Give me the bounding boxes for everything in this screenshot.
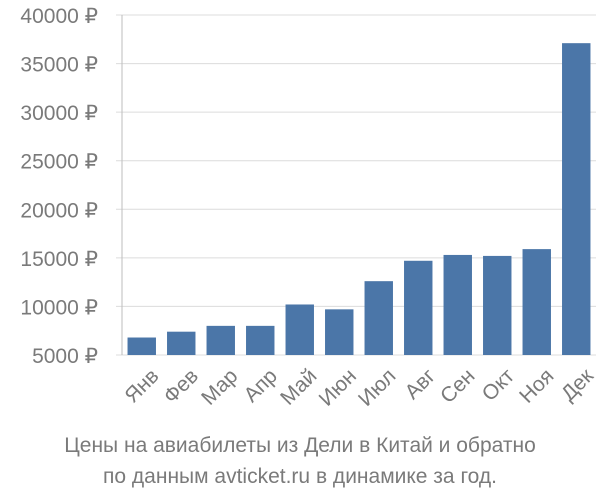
chart-caption-line-2: по данным avticket.ru в динамике за год. <box>103 465 497 488</box>
y-axis-ticks: 5000 ₽ 10000 ₽ 15000 ₽ 20000 ₽ 25000 ₽ 30000 … <box>20 5 98 368</box>
x-tick-label: Окт <box>478 364 520 406</box>
bar <box>285 304 314 355</box>
y-tick-label: 15000 ₽ <box>20 248 98 271</box>
y-tick-label: 25000 ₽ <box>20 151 98 174</box>
x-tick-label: Дек <box>557 364 599 406</box>
bar <box>246 325 275 355</box>
bars <box>127 43 591 356</box>
x-tick-label: Авг <box>400 364 440 404</box>
bar <box>443 254 472 355</box>
bar <box>167 331 196 355</box>
bar <box>404 260 433 355</box>
y-tick-label: 40000 ₽ <box>20 5 98 28</box>
y-tick-label: 20000 ₽ <box>20 199 98 222</box>
x-tick-label: Мар <box>197 364 242 409</box>
x-tick-label: Май <box>276 364 321 409</box>
y-tick-label: 10000 ₽ <box>20 296 98 319</box>
x-tick-label: Сен <box>436 364 479 407</box>
chart-caption-line-1: Цены на авиабилеты из Дели в Китай и обр… <box>64 434 536 457</box>
x-tick-label: Ноя <box>515 364 558 407</box>
y-tick-label: 30000 ₽ <box>20 102 98 125</box>
x-tick-label: Апр <box>240 364 282 406</box>
bar <box>325 309 354 355</box>
price-bar-chart: 5000 ₽ 10000 ₽ 15000 ₽ 20000 ₽ 25000 ₽ 30000 … <box>20 5 598 411</box>
y-tick-label: 35000 ₽ <box>20 54 98 77</box>
x-tick-label: Янв <box>120 364 163 407</box>
grid-lines <box>116 14 596 356</box>
y-tick-label: 5000 ₽ <box>32 345 98 368</box>
bar <box>522 249 551 355</box>
bar <box>206 325 235 355</box>
bar <box>483 255 512 355</box>
bar <box>562 43 591 356</box>
x-tick-label: Июл <box>354 364 400 410</box>
bar <box>364 281 393 355</box>
bar <box>127 337 156 355</box>
x-tick-label: Фев <box>159 364 203 408</box>
x-tick-label: Июн <box>315 364 361 410</box>
